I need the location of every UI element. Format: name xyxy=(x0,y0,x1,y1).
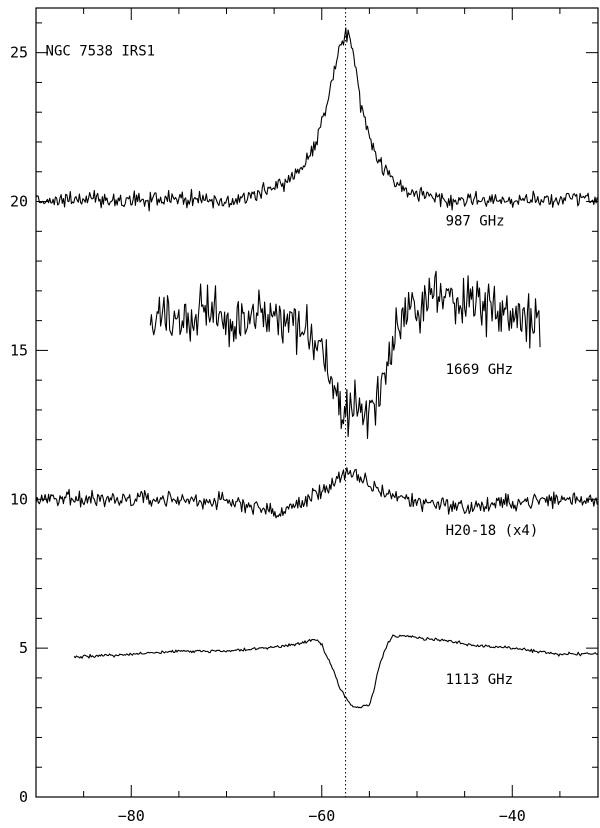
annotations-group: NGC 7538 IRS1 987 GHz 1669 GHz H20-18 (x4) 1… xyxy=(46,44,539,688)
series-line-1113 xyxy=(73,634,598,709)
x-tick-label: −40 xyxy=(499,807,526,825)
x-tick-label: −80 xyxy=(118,807,145,825)
y-tick-label: 5 xyxy=(19,639,28,657)
series-line-h2o18 xyxy=(35,467,598,519)
plot-frame xyxy=(35,7,599,798)
series-line-987 xyxy=(35,27,598,212)
y-tick-label: 0 xyxy=(19,788,28,806)
y-tick-label: 15 xyxy=(10,341,28,359)
y-tick-label: 25 xyxy=(10,44,28,62)
annotation-l1113: 1113 GHz xyxy=(446,672,513,688)
annotation-l987: 987 GHz xyxy=(446,213,505,229)
axes-group: −80 −60 −40 0 5 10 15 20 25 xyxy=(10,7,599,825)
series-line-1669 xyxy=(149,270,541,440)
y-tick-label: 10 xyxy=(10,490,28,508)
annotation-source: NGC 7538 IRS1 xyxy=(46,44,156,60)
x-tick-label: −60 xyxy=(308,807,335,825)
series-group xyxy=(35,27,598,709)
annotation-l1669: 1669 GHz xyxy=(446,362,513,378)
y-tick-label: 20 xyxy=(10,193,28,211)
annotation-lh2o: H20-18 (x4) xyxy=(446,523,539,539)
